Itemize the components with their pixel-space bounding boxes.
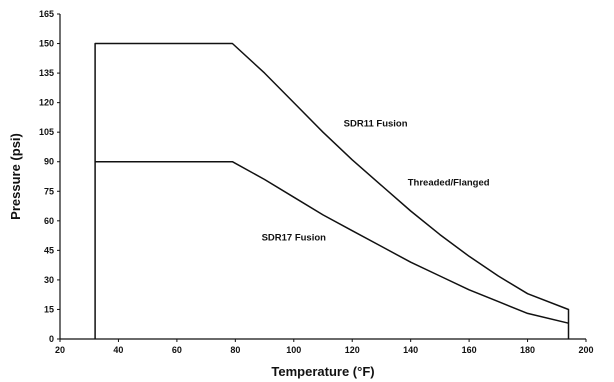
y-tick-label: 30 [44,275,54,285]
sdr17-fusion-label: SDR17 Fusion [262,233,327,244]
x-axis-title: Temperature (°F) [271,364,374,379]
y-tick-label: 90 [44,157,54,167]
x-tick-label: 20 [55,345,65,355]
threaded-flanged-label: Threaded/Flanged [408,177,490,188]
y-tick-label: 165 [39,9,54,19]
x-tick-label: 40 [113,345,123,355]
x-tick-label: 200 [578,345,593,355]
curve-annotations: SDR11 Fusion Threaded/Flanged SDR17 Fusion [262,118,490,243]
x-tick-label: 160 [462,345,477,355]
x-axis-ticks: 20 40 60 80 100 120 140 160 180 200 [55,339,594,355]
x-tick-label: 60 [172,345,182,355]
sdr11-fusion-curve [94,42,570,339]
y-tick-label: 60 [44,216,54,226]
x-tick-label: 140 [403,345,418,355]
y-axis-ticks: 0 15 30 45 60 75 90 105 120 135 150 165 [39,9,60,344]
y-tick-label: 0 [49,334,54,344]
sdr11-fusion-label: SDR11 Fusion [344,118,408,129]
y-tick-label: 120 [39,98,54,108]
series-curves [94,42,570,339]
y-axis-title: Pressure (psi) [8,133,23,220]
x-tick-label: 180 [520,345,535,355]
x-tick-label: 80 [230,345,240,355]
x-tick-label: 100 [286,345,301,355]
y-tick-label: 75 [44,186,54,196]
y-tick-label: 135 [39,68,54,78]
sdr17-fusion-curve [95,160,569,324]
y-tick-label: 15 [44,304,54,314]
y-tick-label: 45 [44,245,54,255]
y-tick-label: 105 [39,127,54,137]
x-tick-label: 120 [345,345,360,355]
y-tick-label: 150 [39,39,54,49]
